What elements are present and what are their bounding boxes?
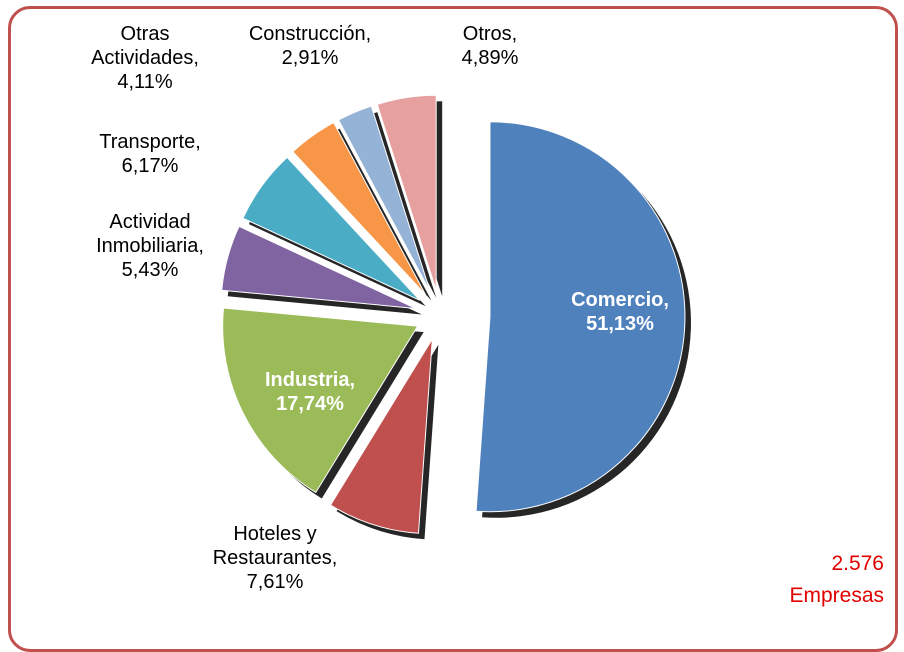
category-label: Hoteles y Restaurantes,	[212, 523, 338, 569]
slice	[376, 94, 437, 291]
slice	[475, 121, 686, 513]
category-label: Comercio,	[571, 289, 669, 311]
value-label: 7,61%	[246, 571, 304, 593]
value-label: 6,17%	[121, 155, 179, 177]
slice	[292, 121, 426, 295]
value-label: 2,91%	[281, 47, 339, 69]
slice	[337, 105, 431, 293]
slice-label: Industria, 17,74%	[235, 368, 385, 416]
slice-label: Hoteles y Restaurantes, 7,61%	[190, 522, 360, 594]
category-label: Actividad Inmobiliaria,	[96, 211, 204, 257]
category-label: Otros,	[462, 23, 518, 45]
slice-label: Comercio, 51,13%	[545, 288, 695, 336]
category-label: Otras Actividades,	[91, 23, 199, 69]
value-label: 17,74%	[276, 393, 344, 415]
slice	[329, 338, 433, 534]
value-label: 4,11%	[117, 71, 173, 93]
value-label: 51,13%	[586, 313, 654, 335]
slice-label: Otros, 4,89%	[420, 22, 560, 70]
annotation: Empresas	[789, 584, 884, 607]
page: 2.576 Empresas (() => { const data = JSO…	[8, 6, 898, 652]
category-label: Construcción,	[248, 23, 372, 45]
chart-frame	[8, 6, 898, 652]
category-label: Industria,	[264, 369, 355, 391]
category-label: Transporte,	[99, 131, 201, 153]
slice	[221, 225, 417, 309]
slice-label: Construcción, 2,91%	[230, 22, 390, 70]
value-label: 5,43%	[121, 259, 179, 281]
chart	[221, 94, 691, 540]
slice-label: Otras Actividades, 4,11%	[70, 22, 220, 94]
slice-label: Actividad Inmobiliaria, 5,43%	[60, 210, 240, 282]
slice	[222, 307, 419, 494]
annotation: 2.576	[831, 552, 884, 575]
slice-label: Transporte, 6,17%	[70, 130, 230, 178]
slice	[242, 156, 421, 301]
value-label: 4,89%	[461, 47, 519, 69]
